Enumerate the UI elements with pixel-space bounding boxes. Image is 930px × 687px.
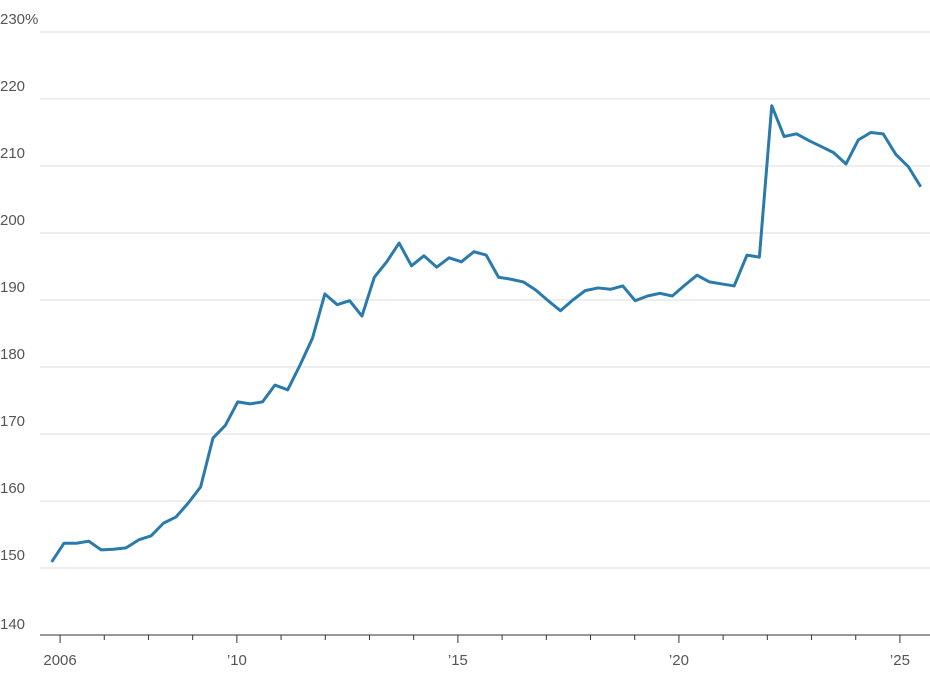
y-tick-label: 220 [0, 78, 25, 95]
x-tick-label: ’15 [448, 652, 468, 669]
y-tick-label: 160 [0, 480, 25, 497]
y-tick-label: 150 [0, 547, 25, 564]
x-tick-label: ’25 [890, 652, 910, 669]
y-tick-label: 230% [0, 11, 38, 28]
x-tick-label: ’20 [669, 652, 689, 669]
y-tick-label: 200 [0, 212, 25, 229]
x-tick-label: 2006 [43, 652, 76, 669]
y-tick-label: 170 [0, 413, 25, 430]
y-tick-label: 190 [0, 279, 25, 296]
data-line [50, 104, 922, 563]
y-tick-label: 180 [0, 346, 25, 363]
y-tick-label: 210 [0, 145, 25, 162]
y-tick-label: 140 [0, 616, 25, 633]
x-tick-label: ’10 [227, 652, 247, 669]
